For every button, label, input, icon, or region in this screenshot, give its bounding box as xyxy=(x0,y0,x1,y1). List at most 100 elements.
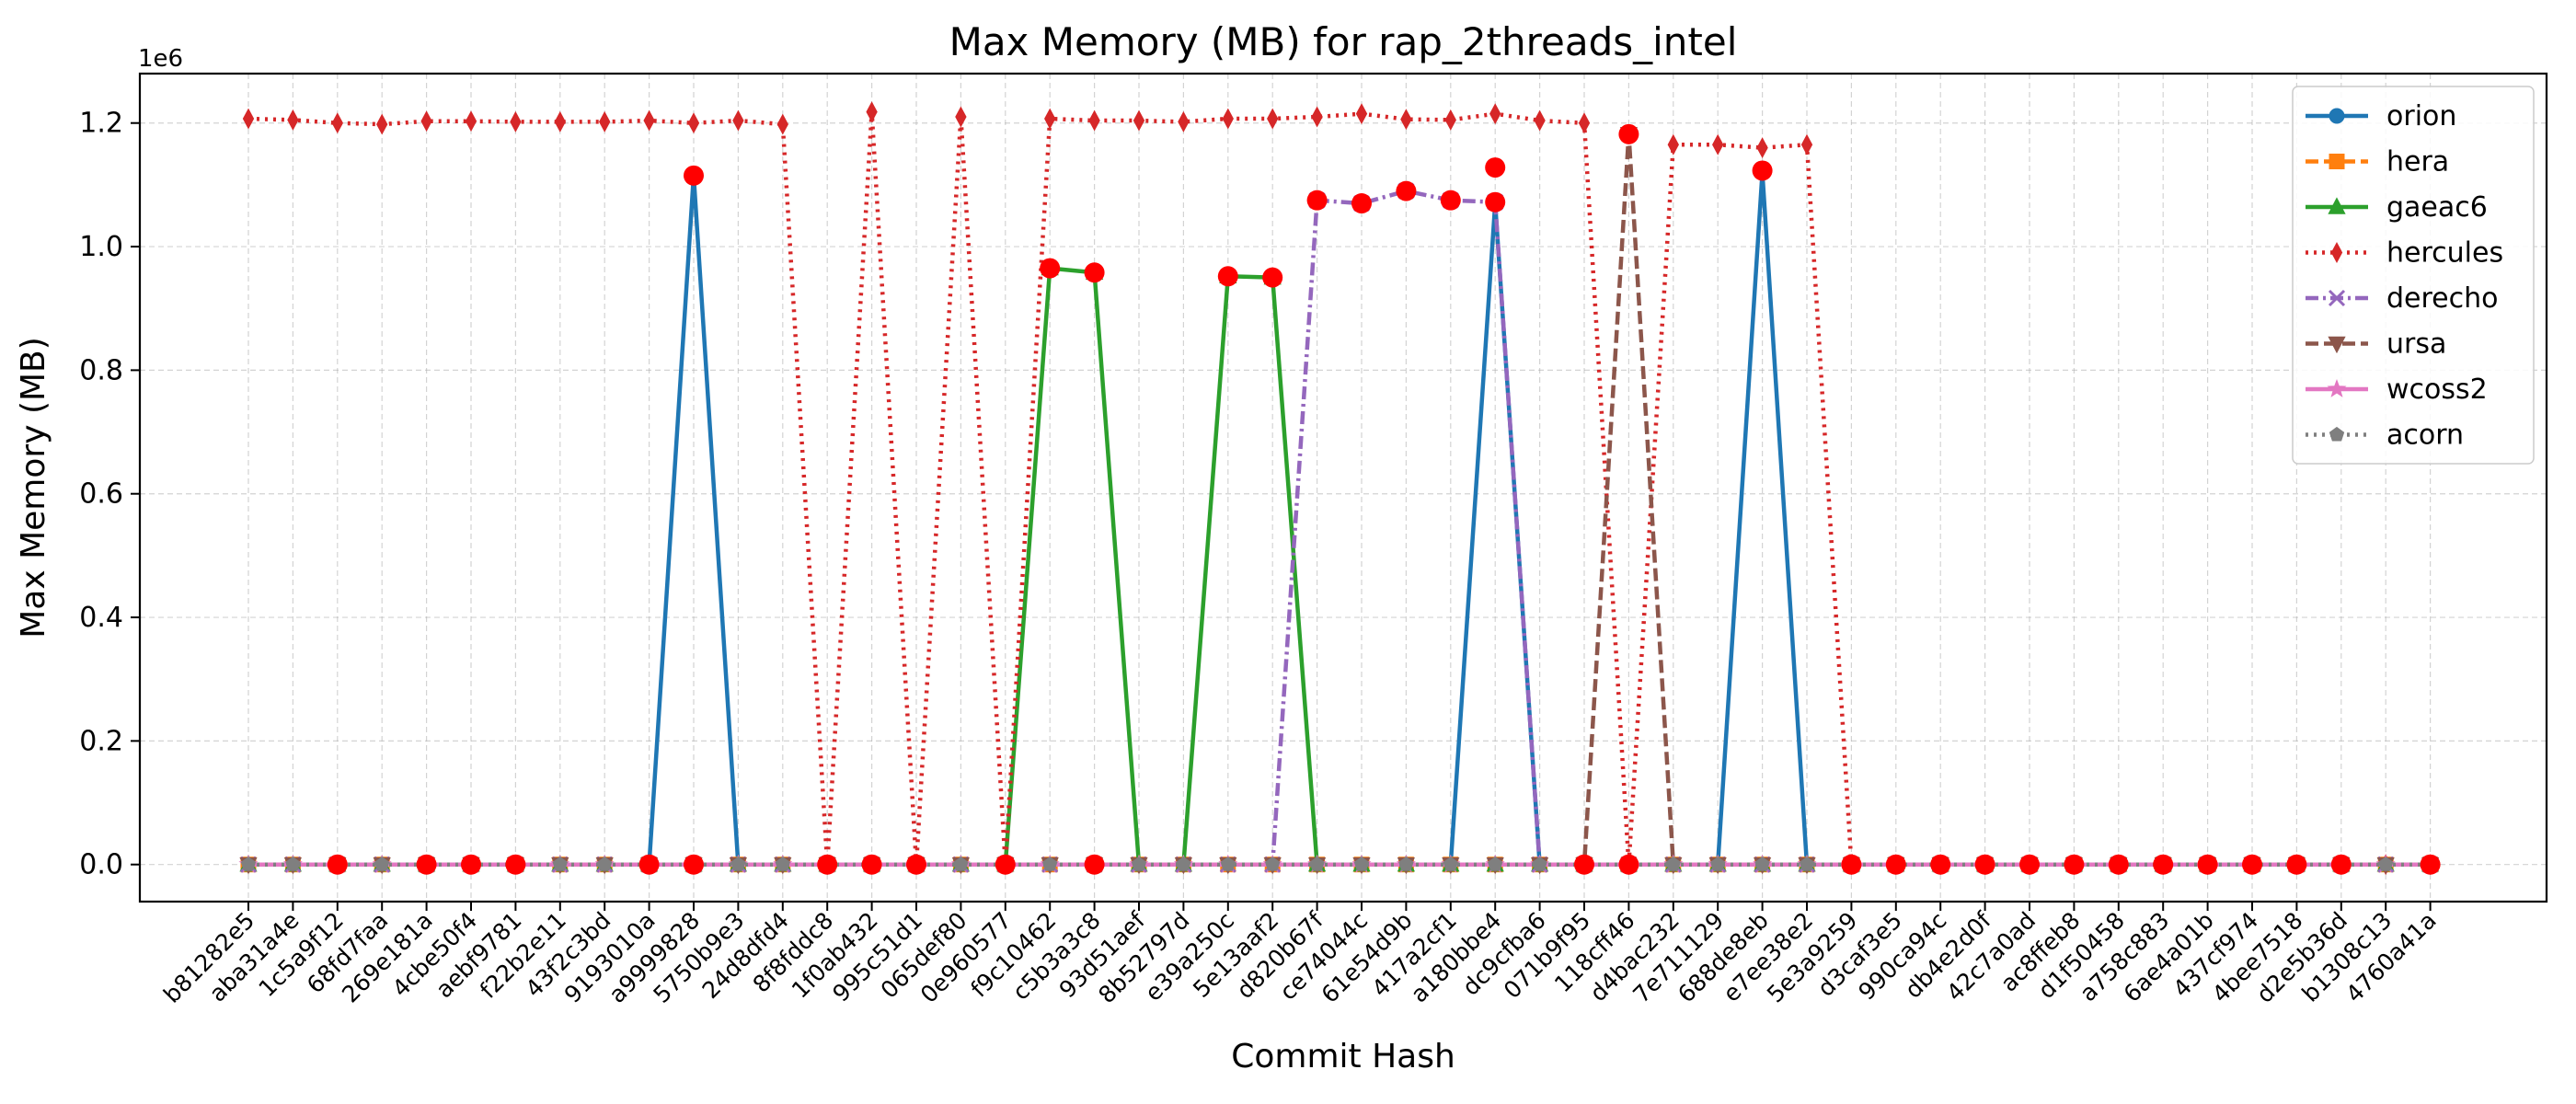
data-point-acorn xyxy=(2378,857,2394,871)
y-axis-label: Max Memory (MB) xyxy=(15,337,52,638)
highlight-marker xyxy=(1440,190,1461,211)
legend-label: orion xyxy=(2386,100,2456,132)
data-point-acorn xyxy=(597,857,613,871)
data-point-hercules xyxy=(1667,133,1679,155)
highlight-marker xyxy=(1485,191,1506,213)
legend-item-acorn: acorn xyxy=(2306,420,2464,452)
data-point-hercules xyxy=(1712,133,1724,155)
data-point-hercules xyxy=(554,110,566,132)
data-point-hercules xyxy=(420,110,432,132)
highlight-marker xyxy=(2019,854,2040,875)
legend-item-gaeac6: gaeac6 xyxy=(2306,191,2488,224)
highlight-marker xyxy=(416,854,437,875)
highlight-marker xyxy=(1396,180,1417,201)
legend-marker xyxy=(2328,289,2346,307)
highlight-marker xyxy=(638,854,660,875)
legend-label: wcoss2 xyxy=(2386,374,2488,406)
y-tick-label: 1.0 xyxy=(79,231,123,263)
legend-marker xyxy=(2330,242,2343,263)
highlight-marker xyxy=(1618,854,1639,875)
data-point-hercules xyxy=(1222,108,1234,130)
series-orion xyxy=(240,164,2439,873)
data-point-acorn xyxy=(1353,857,1370,871)
series-line-ursa xyxy=(248,132,2431,867)
highlight-marker xyxy=(1841,854,1862,875)
series-ursa xyxy=(239,127,2440,875)
data-point-hercules xyxy=(1578,112,1591,134)
highlight-marker xyxy=(2108,854,2129,875)
data-point-hercules xyxy=(1178,110,1190,132)
legend-label: gaeac6 xyxy=(2386,191,2488,224)
data-point-hercules xyxy=(1267,108,1279,130)
grid xyxy=(140,74,2547,902)
data-point-hercules xyxy=(287,109,299,131)
data-point-hercules xyxy=(1534,109,1546,132)
legend-label: hera xyxy=(2386,146,2449,178)
data-point-hercules xyxy=(599,110,611,132)
legend-box xyxy=(2292,86,2535,465)
highlight-marker xyxy=(1217,266,1238,287)
plot-frame xyxy=(138,72,2548,903)
data-point-acorn xyxy=(1309,857,1325,871)
data-point-acorn xyxy=(1799,857,1815,871)
highlight-marker xyxy=(2330,854,2352,875)
y-tick-label: 1.2 xyxy=(79,108,123,140)
highlight-marker xyxy=(327,854,348,875)
legend-item-orion: orion xyxy=(2306,100,2456,132)
highlight-marker xyxy=(461,854,481,875)
highlight-marker xyxy=(684,165,704,186)
highlight-marker xyxy=(1974,854,1995,875)
data-point-acorn xyxy=(775,857,790,871)
data-point-hercules xyxy=(776,113,788,135)
series-line-derecho xyxy=(248,189,2431,867)
data-point-hercules xyxy=(1133,109,1145,132)
x-axis: b81282e5aba31a4e1c5a9f1268fd7faa269e181a… xyxy=(158,902,2442,1008)
series-derecho xyxy=(239,182,2439,873)
data-point-acorn xyxy=(1176,857,1191,871)
data-point-hercules xyxy=(866,101,878,123)
data-point-acorn xyxy=(1443,857,1458,871)
legend-label: hercules xyxy=(2386,237,2503,270)
chart-title: Max Memory (MB) for rap_2threads_intel xyxy=(949,19,1738,64)
highlight-marker xyxy=(1084,262,1105,283)
y-tick-label: 0.0 xyxy=(79,849,123,881)
legend-marker xyxy=(2328,197,2346,214)
data-point-hercules xyxy=(732,109,744,132)
series-hercules xyxy=(242,101,2436,876)
data-point-acorn xyxy=(1220,857,1236,871)
legend-label: derecho xyxy=(2386,282,2499,315)
legend-marker xyxy=(2328,336,2346,354)
data-point-hercules xyxy=(376,113,388,135)
data-point-acorn xyxy=(1754,857,1770,871)
highlight-marker xyxy=(995,854,1016,875)
data-point-acorn xyxy=(953,857,969,871)
highlight-marker xyxy=(817,854,838,875)
legend-label: ursa xyxy=(2386,328,2446,361)
data-point-acorn xyxy=(730,857,746,871)
legend-marker xyxy=(2327,378,2347,397)
highlight-marker xyxy=(2242,854,2262,875)
data-point-acorn xyxy=(1131,857,1147,871)
data-point-hercules xyxy=(1489,103,1501,125)
y-axis: 0.0 0.2 0.4 0.6 0.8 1.0 1.2 xyxy=(79,108,140,881)
highlight-marker xyxy=(1040,258,1061,279)
data-point-hercules xyxy=(1444,109,1456,131)
highlight-marker xyxy=(1752,160,1773,181)
data-point-hercules xyxy=(465,110,477,132)
data-point-hercules xyxy=(1756,137,1768,159)
data-point-acorn xyxy=(240,857,257,871)
series-line-hercules xyxy=(247,109,2431,867)
data-point-acorn xyxy=(1488,857,1503,871)
data-point-hercules xyxy=(1088,109,1100,132)
legend: orion hera gaeac6 hercules derecho ursa wcoss2… xyxy=(2292,86,2535,465)
legend-marker xyxy=(2329,108,2345,124)
highlight-markers xyxy=(327,123,2441,875)
highlight-marker xyxy=(1930,854,1951,875)
y-axis-scale-label: 1e6 xyxy=(138,45,183,73)
data-point-hercules xyxy=(1311,106,1323,128)
data-point-acorn xyxy=(374,857,390,871)
x-axis-label: Commit Hash xyxy=(1231,1038,1455,1075)
data-point-acorn xyxy=(1398,857,1414,871)
y-tick-label: 0.4 xyxy=(79,602,123,634)
data-point-hercules xyxy=(687,112,700,134)
